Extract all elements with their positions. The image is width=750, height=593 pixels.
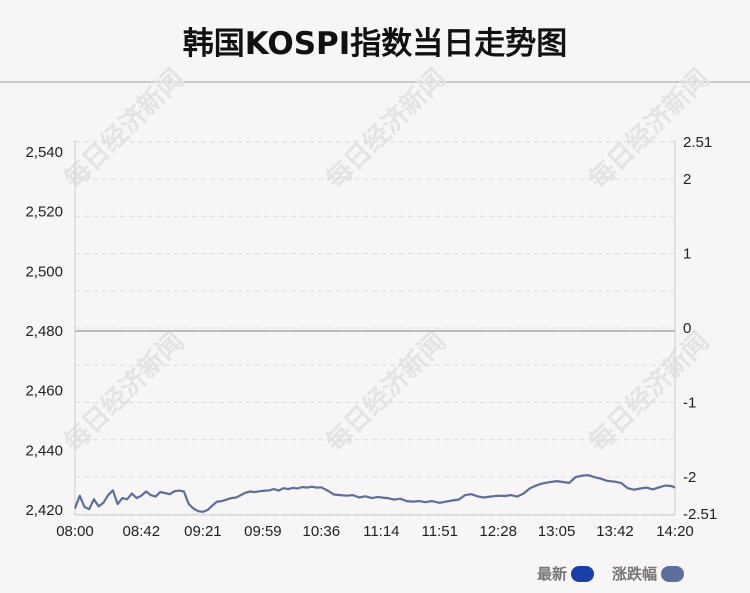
watermark-text-3: 每日经济新闻 (58, 326, 190, 458)
legend-item-latest[interactable]: 最新 (537, 563, 594, 584)
legend: 最新 涨跌幅 (519, 563, 684, 584)
y-left-tick-label: 2,480 (25, 323, 63, 340)
y-right-tick-label: 0 (683, 320, 691, 337)
legend-swatch-change (661, 565, 684, 582)
x-tick-label: 13:05 (538, 523, 576, 540)
legend-label-change: 涨跌幅 (611, 565, 657, 583)
x-tick-label: 14:20 (656, 523, 694, 540)
x-tick-label: 11:14 (363, 523, 399, 540)
watermark-text-4: 每日经济新闻 (320, 326, 452, 458)
x-tick-label: 08:00 (56, 523, 94, 540)
y-right-tick-label: 2 (683, 171, 691, 188)
x-tick-label: 12:28 (479, 523, 517, 540)
x-tick-label: 11:51 (422, 523, 458, 540)
y-left-tick-label: 2,520 (25, 204, 63, 221)
y-right-tick-label: 2.51 (683, 134, 712, 151)
series-line-latest (73, 474, 676, 513)
y-left-tick-label: 2,540 (25, 144, 63, 161)
watermark-text-5: 每日经济新闻 (583, 326, 715, 458)
x-tick-label: 09:21 (184, 523, 222, 540)
watermark-text-1: 每日经济新闻 (320, 63, 452, 195)
y-left-tick-label: 2,440 (25, 442, 63, 459)
legend-item-change[interactable]: 涨跌幅 (612, 563, 684, 584)
x-tick-label: 13:42 (596, 523, 634, 540)
legend-label-latest: 最新 (536, 565, 567, 583)
x-tick-label: 08:42 (123, 523, 161, 540)
title-divider (0, 81, 750, 83)
y-right-tick-label: 1 (683, 246, 691, 263)
watermark-text-2: 每日经济新闻 (583, 63, 715, 195)
x-tick-label: 09:59 (244, 523, 282, 540)
y-right-tick-label: -1 (683, 395, 696, 412)
y-right-tick-label: -2 (683, 469, 696, 486)
y-right-tick-label: -2.51 (683, 506, 717, 523)
y-left-tick-label: 2,420 (25, 502, 63, 519)
y-left-tick-label: 2,500 (25, 263, 63, 280)
chart-title: 韩国KOSPI指数当日走势图 (182, 26, 568, 62)
x-tick-label: 10:36 (303, 523, 341, 540)
y-left-tick-label: 2,460 (25, 383, 63, 400)
legend-swatch-latest (570, 565, 594, 582)
watermark-text-0: 每日经济新闻 (58, 63, 190, 195)
